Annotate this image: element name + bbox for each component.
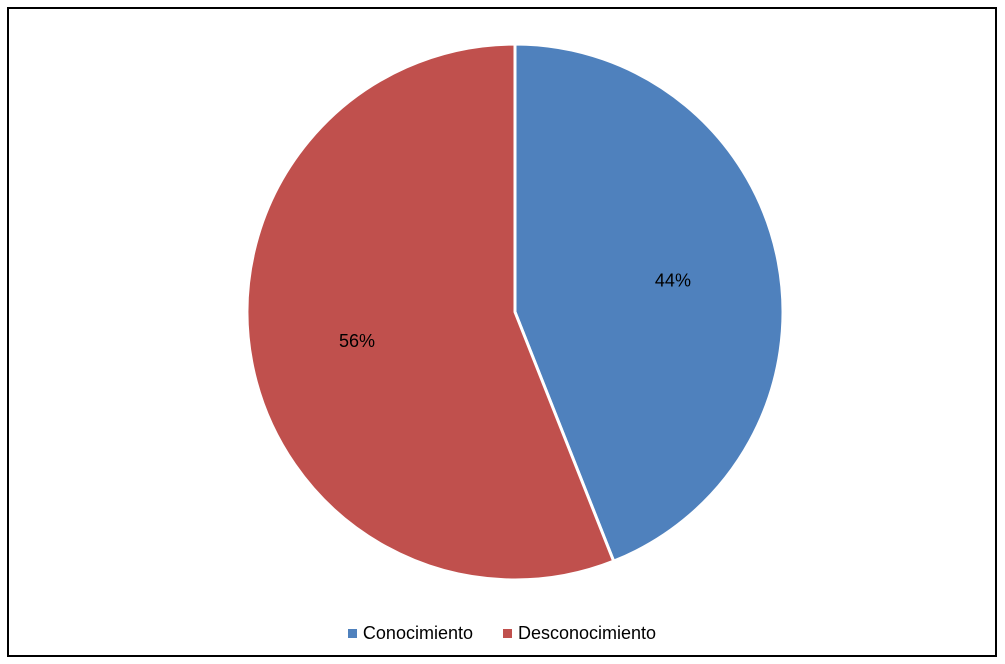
pie-chart: 44% 56% [245,42,785,582]
legend: Conocimiento Desconocimiento [9,623,995,644]
legend-swatch-conocimiento [347,629,357,638]
pie-slice-desconocimiento [245,42,616,582]
data-label-conocimiento: 44% [655,271,691,291]
legend-item-desconocimiento: Desconocimiento [502,623,657,644]
legend-item-conocimiento: Conocimiento [347,623,473,644]
pie-slice-labels: 44% 56% [339,271,691,351]
legend-label-desconocimiento: Desconocimiento [517,623,657,643]
pie-slice-conocimiento [513,42,785,563]
chart-area: 44% 56% Conocimiento Desconocimiento [7,7,997,657]
pie-slices [245,42,785,582]
legend-label-conocimiento: Conocimiento [362,623,473,643]
legend-swatch-desconocimiento [502,629,512,638]
data-label-desconocimiento: 56% [339,331,375,351]
